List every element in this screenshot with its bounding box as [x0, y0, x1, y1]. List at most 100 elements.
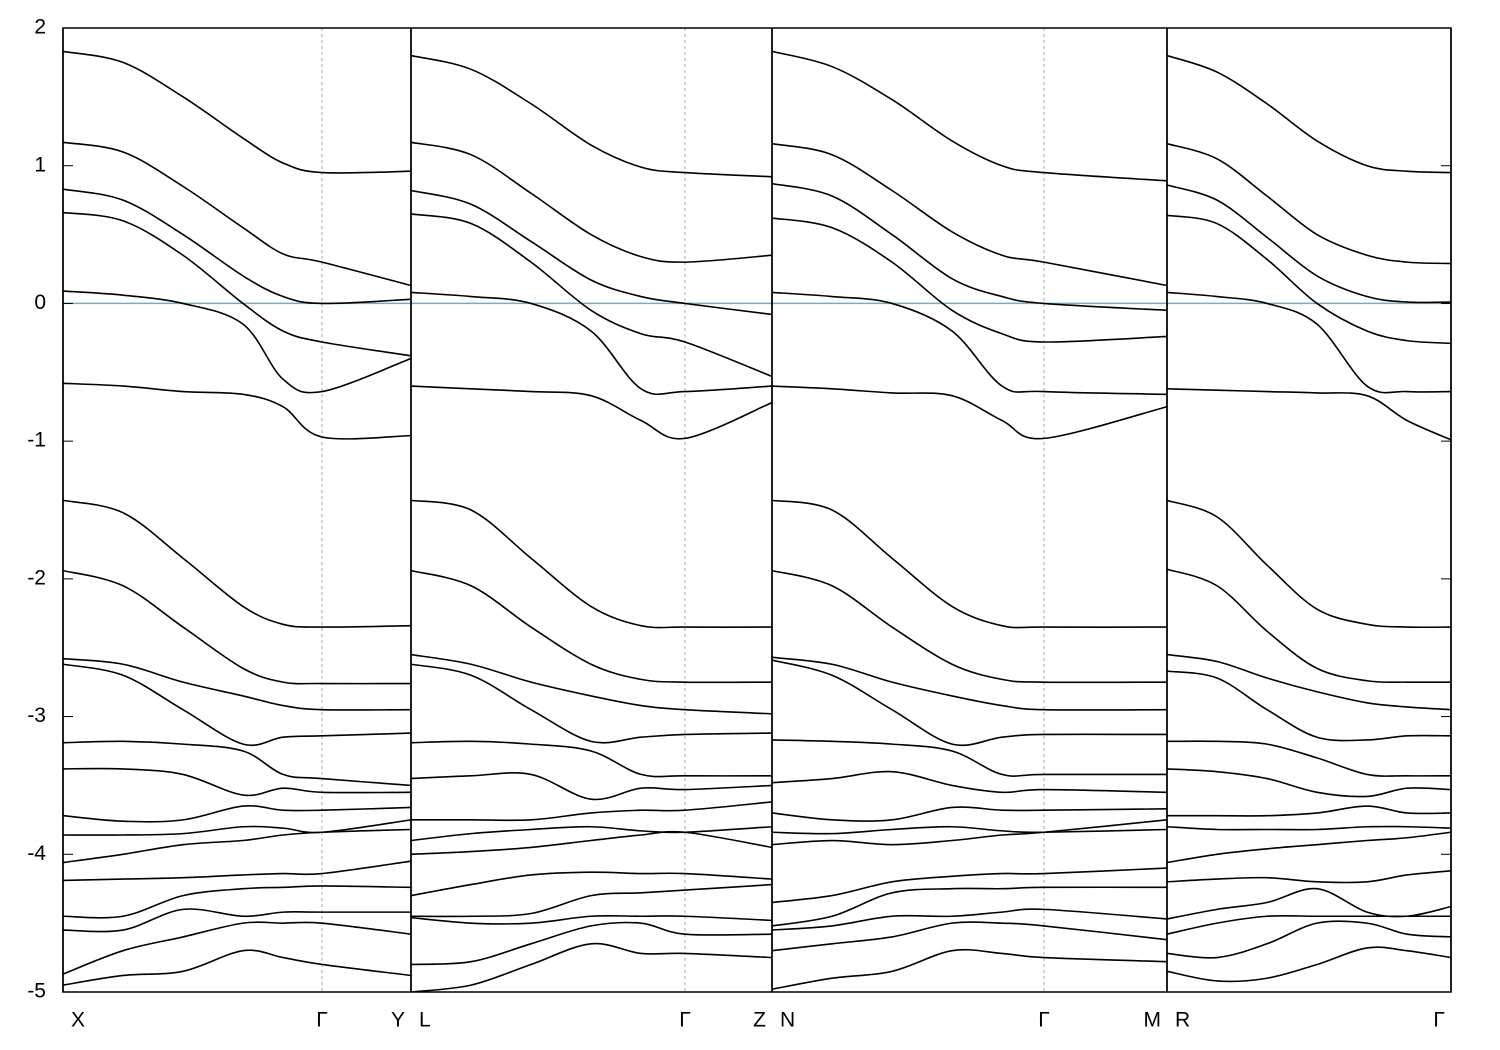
band-line	[63, 767, 412, 797]
y-tick-label: -4	[27, 842, 46, 865]
band-line	[1166, 946, 1451, 983]
y-tick-label: -1	[27, 429, 46, 452]
band-line	[410, 942, 773, 992]
band-line	[63, 141, 412, 287]
band-line	[1166, 870, 1451, 884]
band-line	[63, 50, 412, 174]
band-line	[1166, 184, 1451, 304]
band-line	[63, 828, 412, 864]
band-line	[410, 569, 773, 684]
band-line	[63, 949, 412, 986]
band-line	[63, 657, 412, 711]
band-line	[1166, 54, 1451, 174]
band-line	[771, 656, 1168, 711]
band-line	[771, 867, 1168, 904]
band-line	[771, 385, 1168, 440]
band-line	[63, 819, 412, 836]
y-tick-label: 0	[34, 291, 46, 314]
y-tick-label: -5	[27, 980, 46, 1003]
band-line	[771, 569, 1168, 684]
band-line	[771, 819, 1168, 846]
band-line	[1166, 499, 1451, 629]
band-line	[63, 569, 412, 685]
y-tick-label: 1	[34, 153, 46, 176]
band-line	[1166, 887, 1451, 920]
band-line	[410, 830, 773, 856]
x-tick-label: Y	[391, 1009, 405, 1032]
band-line	[410, 740, 773, 778]
x-tick-label: M	[1144, 1009, 1162, 1032]
band-line	[1166, 214, 1451, 345]
plot-area	[63, 28, 1451, 992]
x-tick-label: L	[419, 1009, 431, 1032]
band-line	[63, 211, 412, 357]
band-line	[63, 804, 412, 823]
band-line	[410, 499, 773, 629]
band-line	[1166, 291, 1451, 394]
band-line	[410, 772, 773, 801]
x-tick-label: R	[1175, 1009, 1190, 1032]
band-line	[410, 385, 773, 440]
band-line	[63, 885, 412, 919]
band-line	[771, 825, 1168, 835]
band-line	[410, 921, 773, 966]
band-line	[410, 189, 773, 316]
band-line	[1166, 831, 1451, 864]
y-tick-label: -2	[27, 566, 46, 589]
band-line	[771, 50, 1168, 182]
band-line	[63, 499, 412, 628]
band-line	[410, 213, 773, 378]
plot-frame	[62, 27, 1452, 993]
band-line	[1166, 388, 1451, 441]
band-line	[1166, 825, 1451, 831]
x-tick-label: Γ	[679, 1009, 691, 1032]
band-line	[1166, 920, 1451, 959]
band-line	[410, 291, 773, 396]
y-tick-label: 2	[34, 16, 46, 39]
band-line	[771, 499, 1168, 629]
band-line	[63, 860, 412, 882]
band-line	[1166, 670, 1451, 742]
band-line	[1166, 568, 1451, 684]
band-line	[63, 188, 412, 305]
band-line	[410, 825, 773, 842]
band-line	[1166, 768, 1451, 798]
band-line	[63, 740, 412, 787]
band-line	[771, 659, 1168, 747]
band-line	[1166, 914, 1451, 935]
band-line	[771, 921, 1168, 952]
band-line	[771, 806, 1168, 822]
band-line	[1166, 740, 1451, 777]
band-line	[63, 382, 412, 440]
band-line	[410, 141, 773, 263]
band-line	[410, 653, 773, 715]
band-line	[410, 914, 773, 925]
band-line	[63, 908, 411, 933]
band-line	[410, 54, 773, 178]
band-line	[771, 291, 1168, 396]
band-line	[1167, 805, 1451, 817]
y-tick-label: -3	[27, 704, 46, 727]
band-line	[771, 217, 1168, 343]
x-tick-label: N	[780, 1009, 795, 1032]
band-line	[63, 663, 412, 746]
band-line	[410, 663, 773, 744]
band-line	[771, 886, 1168, 927]
band-line	[771, 142, 1168, 287]
band-line	[771, 908, 1168, 931]
band-line	[410, 871, 773, 897]
band-line	[771, 739, 1167, 777]
x-tick-label: Γ	[1433, 1009, 1445, 1032]
band-line	[410, 801, 773, 822]
band-line	[771, 182, 1168, 312]
band-line	[63, 921, 412, 975]
band-line	[771, 948, 1168, 991]
x-tick-label: Γ	[316, 1009, 328, 1032]
band-line	[1166, 142, 1451, 265]
x-tick-label: Γ	[1038, 1009, 1050, 1032]
band-line	[410, 883, 773, 918]
band-line	[63, 290, 412, 394]
band-line	[1166, 653, 1451, 711]
x-tick-label: X	[71, 1009, 85, 1032]
